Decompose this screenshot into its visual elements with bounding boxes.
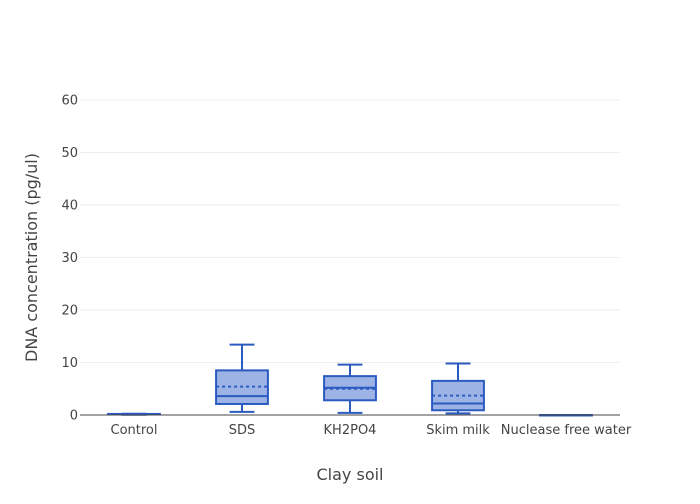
x-tick-label-nuclease-free-water: Nuclease free water [501, 423, 632, 438]
y-tick-label-60: 60 [61, 94, 78, 109]
grid-lines [80, 99, 620, 363]
x-tick-labels: Control SDS KH2PO4 Skim milk Nuclease free w… [111, 423, 632, 438]
x-tick-label-kh2po4: KH2PO4 [324, 423, 377, 438]
y-tick-label-40: 40 [61, 199, 78, 214]
x-axis-title: Clay soil [317, 465, 384, 484]
x-tick-label-skim-milk: Skim milk [426, 423, 490, 438]
y-tick-label-10: 10 [61, 356, 78, 371]
boxes [107, 343, 593, 417]
y-tick-label-0: 0 [70, 409, 78, 424]
y-tick-label-50: 50 [61, 146, 78, 161]
x-tick-label-sds: SDS [229, 423, 256, 438]
y-axis-title: DNA concentration (pg/ul) [22, 153, 41, 362]
y-tick-labels: 0 10 20 30 40 50 60 [61, 94, 78, 424]
x-tick-label-control: Control [111, 423, 158, 438]
box-kh2po4 [323, 363, 377, 414]
box-skim-milk [431, 362, 485, 415]
y-tick-label-30: 30 [61, 251, 78, 266]
y-tick-label-20: 20 [61, 304, 78, 319]
box-sds [215, 343, 269, 413]
